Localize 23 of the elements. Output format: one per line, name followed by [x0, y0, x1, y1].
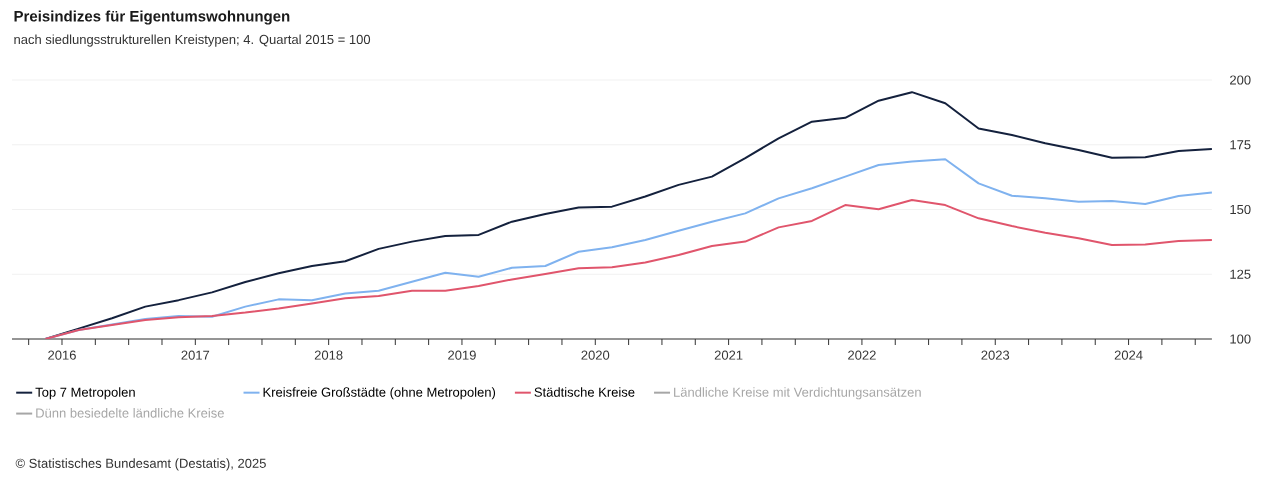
x-tick-label: 2018: [314, 350, 343, 360]
x-tick-label: 2023: [981, 350, 1010, 360]
legend-label: Kreisfreie Großstädte (ohne Metropolen): [263, 387, 496, 400]
y-tick-label: 150: [1230, 204, 1251, 215]
x-tick-label: 2020: [581, 350, 610, 360]
legend-label: Ländliche Kreise mit Verdichtungsansätzen: [674, 387, 921, 400]
line-series: [44, 198, 1212, 339]
x-tick-label: 2019: [448, 350, 476, 360]
chart-subtitle: nach siedlungsstrukturellen Kreistypen; 4. Quartal 2015 = 100: [14, 34, 371, 47]
y-tick-label: 175: [1230, 140, 1251, 150]
x-tick-label: 2022: [848, 350, 876, 360]
x-tick-label: 2017: [181, 350, 210, 360]
y-tick-label: 100: [1230, 334, 1251, 344]
legend-label: Top 7 Metropolen: [35, 387, 135, 400]
x-tick-label: 2016: [48, 350, 76, 360]
y-tick-label: 200: [1230, 75, 1251, 85]
chart-title: Preisindizes für Eigentumswohnungen: [14, 10, 290, 25]
legend-label: Dünn besiedelte ländliche Kreise: [36, 408, 224, 418]
legend-label: Städtische Kreise: [534, 387, 635, 397]
x-tick-label: 2024: [1114, 350, 1143, 360]
y-tick-label: 125: [1230, 269, 1251, 279]
x-tick-label: 2021: [714, 350, 743, 360]
text: © Statistisches Bundesamt (Destatis), 2025: [15, 458, 266, 471]
